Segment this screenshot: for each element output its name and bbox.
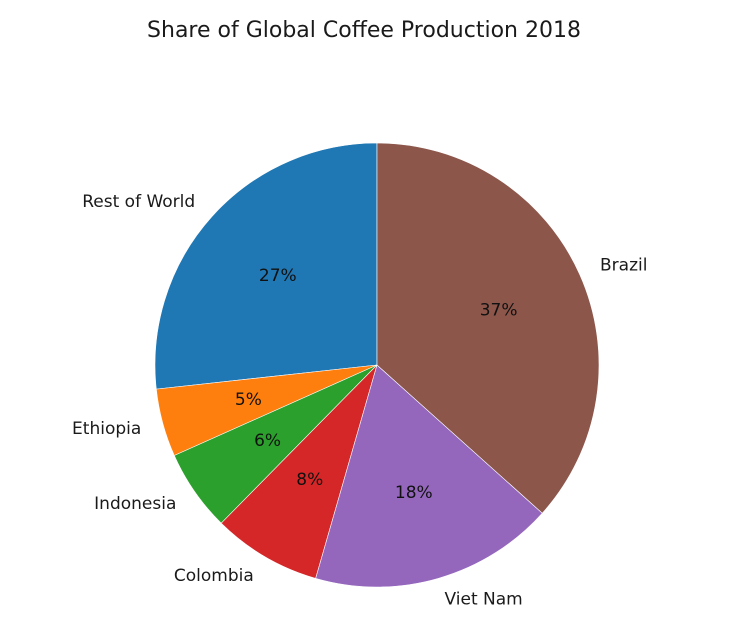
pct-label-rest-of-world: 27% [259, 266, 297, 286]
pie-slice-colombia [220, 364, 378, 579]
slice-label-brazil: Brazil [600, 255, 647, 275]
chart-title: Share of Global Coffee Production 2018 [147, 18, 581, 43]
slice-labels: 27% Rest of World 5% Ethiopia 6% Indonesia 8% C… [72, 192, 647, 610]
pie-slices [154, 142, 600, 588]
slice-label-indonesia: Indonesia [94, 494, 176, 514]
pct-label-colombia: 8% [296, 470, 323, 490]
pct-label-ethiopia: 5% [235, 390, 262, 410]
pie-slice-rest-of-world [154, 142, 378, 390]
pct-label-indonesia: 6% [254, 431, 281, 451]
pie-slice-brazil [376, 142, 600, 514]
slice-label-viet-nam: Viet Nam [445, 590, 523, 610]
pct-label-viet-nam: 18% [395, 483, 433, 503]
pie-slice-viet-nam [315, 364, 543, 588]
slice-label-ethiopia: Ethiopia [72, 419, 141, 439]
slice-label-rest-of-world: Rest of World [82, 192, 195, 212]
slice-label-colombia: Colombia [174, 566, 254, 586]
pct-label-brazil: 37% [480, 301, 518, 321]
